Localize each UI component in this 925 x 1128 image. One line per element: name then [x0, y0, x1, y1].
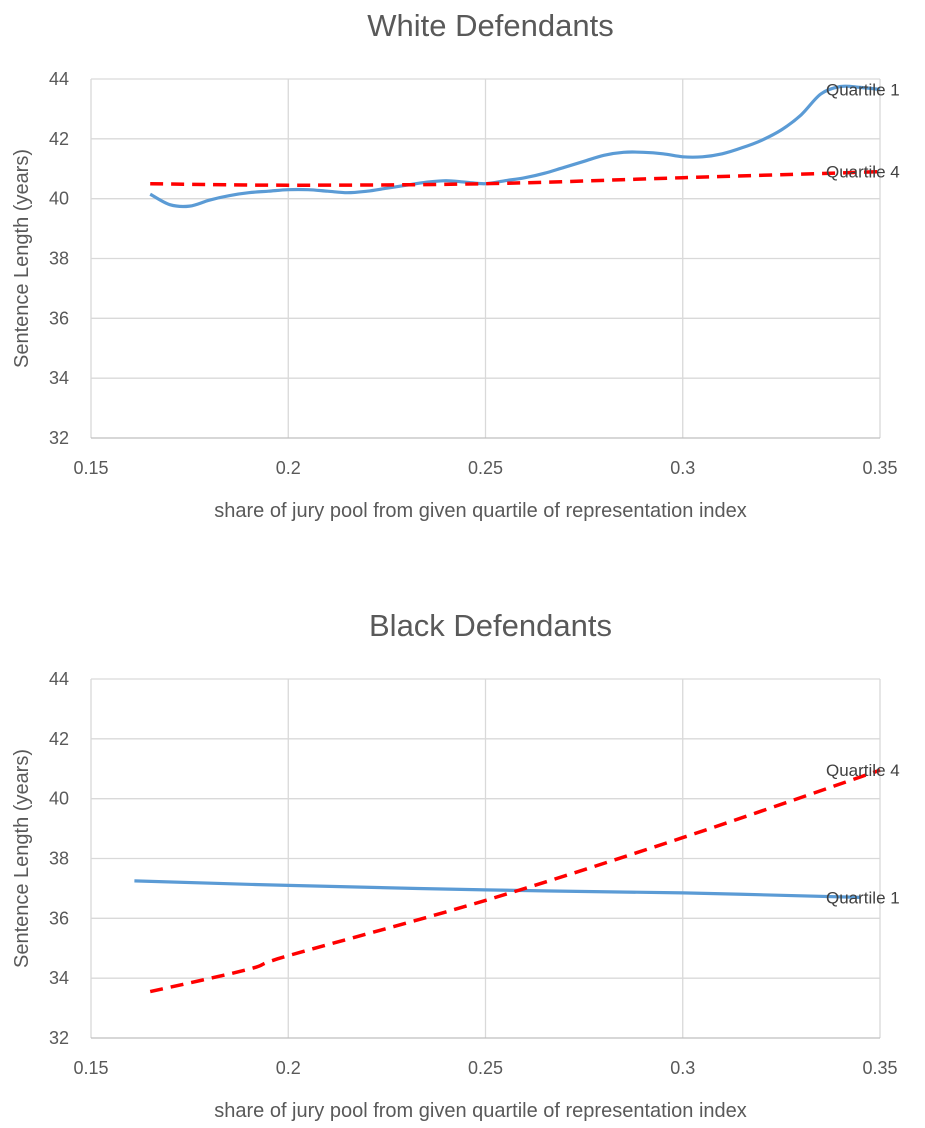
y-tick-label: 34	[49, 368, 69, 388]
series-line-quartile-4	[149, 768, 881, 994]
chart-title: White Defendants	[367, 8, 613, 43]
series-line-quartile-4	[150, 169, 881, 187]
y-axis-label: Sentence Length (years)	[11, 749, 33, 968]
y-tick-label: 42	[49, 129, 69, 149]
y-axis-label: Sentence Length (years)	[11, 149, 33, 368]
series-label-quartile-4: Quartile 4	[826, 761, 900, 780]
chart-panel-1: White Defendants 0.15 0.2 0.25 0.3 0.35 32 34 36…	[11, 8, 900, 522]
x-tick-label: 0.25	[468, 1058, 503, 1078]
y-tick-label: 40	[49, 189, 69, 209]
x-tick-label: 0.2	[276, 458, 301, 478]
y-tick-label: 38	[49, 849, 69, 869]
chart-panel-2: Black Defendants 0.15 0.2 0.25 0.3 0.35 32 34 36…	[11, 608, 900, 1122]
y-tick-label: 42	[49, 729, 69, 749]
x-tick-label: 0.25	[468, 458, 503, 478]
y-tick-label: 44	[49, 69, 69, 89]
x-tick-label: 0.2	[276, 1058, 301, 1078]
x-tick-label: 0.15	[73, 1058, 108, 1078]
y-tick-label: 36	[49, 308, 69, 328]
series-line-quartile-1	[134, 879, 861, 899]
y-tick-label: 40	[49, 789, 69, 809]
x-tick-label: 0.15	[73, 458, 108, 478]
y-tick-label: 32	[49, 1028, 69, 1048]
series-label-quartile-1: Quartile 1	[826, 80, 900, 99]
series-label-quartile-4: Quartile 4	[826, 163, 900, 182]
chart-title: Black Defendants	[369, 608, 612, 643]
series-label-quartile-1: Quartile 1	[826, 888, 900, 907]
series-line-quartile-1	[149, 84, 881, 209]
x-tick-label: 0.3	[670, 1058, 695, 1078]
y-tick-label: 44	[49, 669, 69, 689]
x-axis-label: share of jury pool from given quartile o…	[214, 500, 747, 522]
x-tick-label: 0.35	[862, 458, 897, 478]
y-tick-label: 34	[49, 968, 69, 988]
x-axis-label: share of jury pool from given quartile o…	[214, 1100, 747, 1122]
x-tick-label: 0.35	[862, 1058, 897, 1078]
y-tick-label: 38	[49, 249, 69, 269]
y-tick-label: 36	[49, 908, 69, 928]
y-tick-label: 32	[49, 428, 69, 448]
x-tick-label: 0.3	[670, 458, 695, 478]
